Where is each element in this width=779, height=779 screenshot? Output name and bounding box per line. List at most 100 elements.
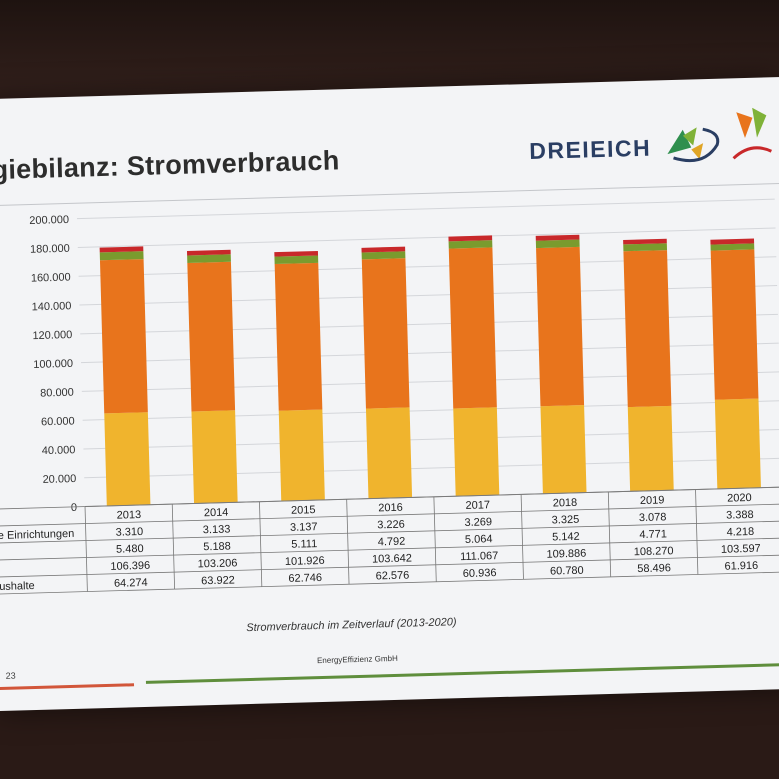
bar-segment [540,405,587,494]
bar-segment [448,240,493,249]
data-label: 3.310 [115,526,143,539]
gridline [80,313,778,335]
bar-segment [535,239,580,249]
table-col-line [346,499,350,585]
bar-segment [361,251,406,260]
gridline [81,371,779,392]
data-label: 109.886 [546,548,586,561]
footer-line-red [0,683,135,691]
data-label: 58.496 [637,562,671,575]
data-label: 3.388 [726,509,754,522]
data-label: 62.576 [375,570,409,583]
table-col-line [607,491,612,577]
y-tick-label: 40.000 [42,444,76,457]
bar-segment [187,261,236,412]
bar-segment [186,249,231,256]
gridline [82,400,779,421]
y-tick-label: 100.000 [33,358,73,371]
table-col-line [520,494,524,580]
bar-segment [623,250,672,408]
x-tick-label: 2018 [553,497,578,510]
bar-segment [361,246,406,253]
bar-segment [191,410,238,504]
x-tick-label: 2017 [465,499,490,512]
gridline [76,198,775,220]
bar-segment [448,235,493,242]
bar-segment [623,243,668,252]
gridline [80,342,779,364]
gridline [77,227,776,248]
gridline [78,256,777,277]
data-label: 3.137 [290,521,318,534]
bar-segment [99,251,144,261]
table-col-line [171,504,176,590]
logo-mark-icon [667,127,720,163]
data-label: 5.142 [552,531,580,544]
data-label: 111.067 [460,550,498,563]
table-row-line [0,503,779,527]
data-label: 4.771 [639,528,667,541]
bar-segment [535,234,580,241]
bar-segment [453,407,500,497]
data-label: 106.396 [110,560,150,573]
gridline [84,457,779,479]
table-col-line [84,506,88,592]
bar-segment [99,246,144,253]
data-label: 3.226 [377,519,405,532]
data-label: 60.936 [463,567,497,580]
data-label: 108.270 [634,545,674,558]
gridline [79,285,778,306]
bar-segment [448,247,497,409]
table-col-line [433,496,437,582]
bar-segment [714,398,761,489]
y-tick-label: 140.000 [32,300,72,313]
table-row-line [0,486,779,510]
table-row-line [0,520,779,544]
data-label: 101.926 [285,555,325,568]
bar-segment [187,254,231,263]
y-tick-label: 0 [71,502,77,514]
x-tick-label: 2014 [204,507,229,520]
bar-segment [274,262,323,411]
slide-title: giebilanz: Stromverbrauch [0,145,340,186]
data-label: 3.325 [552,514,580,527]
y-tick-label: 180.000 [30,243,70,256]
y-tick-label: 60.000 [41,415,75,428]
table-row-line [0,554,779,578]
data-label: 103.597 [721,543,761,556]
table-col-line [695,489,699,575]
bar-segment [536,246,585,407]
data-label: 3.269 [464,516,492,529]
x-tick-label: 2016 [378,502,403,515]
bar-segment [274,250,319,257]
y-tick-label: 20.000 [42,473,76,486]
bar-segment [627,405,674,492]
x-tick-label: 2013 [117,509,142,522]
data-label: 5.064 [465,533,493,546]
data-label: 5.188 [203,541,231,554]
bar-segment [365,407,413,499]
presentation-slide: giebilanz: Stromverbrauch DREIEICH 0 20.0… [0,76,779,712]
bar-segment [361,258,410,409]
logo-text: DREIEICH [528,134,652,165]
bar-segment [623,238,667,245]
data-label: 3.078 [639,511,667,524]
y-tick-label: 80.000 [40,387,74,400]
data-label: 5.111 [291,538,317,551]
data-label: 4.792 [378,536,406,549]
y-tick-label: 120.000 [32,329,72,342]
bar-segment [104,412,151,506]
data-label: 4.218 [726,526,754,539]
data-label: 63.922 [201,574,235,587]
table-series-name: e Einrichtungen [0,528,74,542]
gridline [83,428,779,450]
data-label: 64.274 [114,577,148,590]
table-col-line [259,501,263,587]
data-label: 61.916 [724,560,758,573]
data-label: 60.780 [550,565,584,578]
bar-segment [710,238,755,245]
chart: 0 20.000 40.000 60.000 80.000 100.000 120.000 1… [0,198,779,595]
table-row-line [0,537,779,561]
data-label: 5.480 [116,543,144,556]
x-tick-label: 2015 [291,504,316,517]
